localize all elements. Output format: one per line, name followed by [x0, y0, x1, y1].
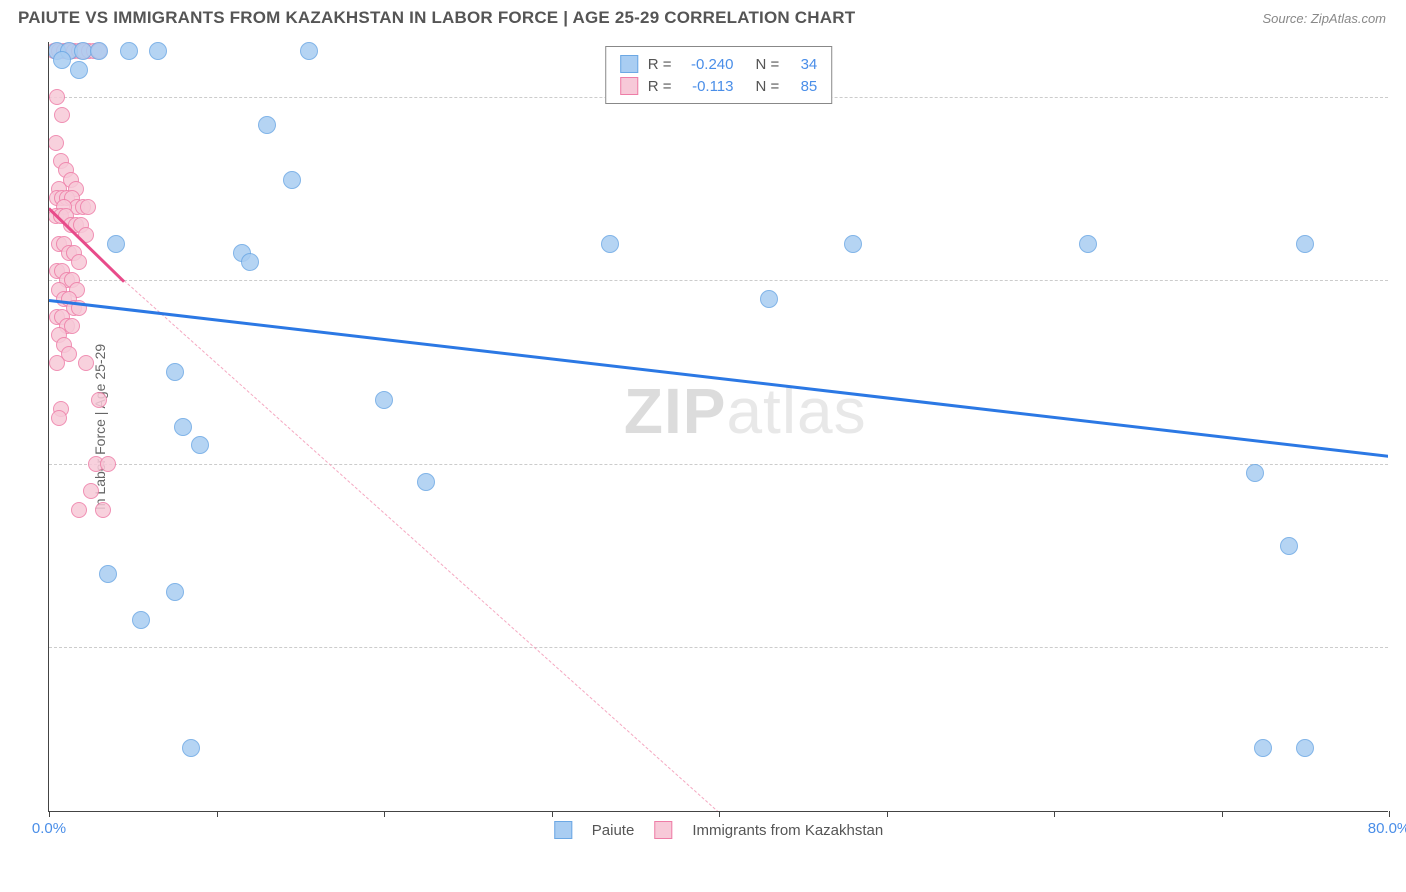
legend-label: Immigrants from Kazakhstan: [692, 822, 883, 839]
gridline: [49, 464, 1388, 465]
n-value: 85: [789, 78, 817, 95]
x-tick: [887, 811, 888, 817]
legend-label: Paiute: [592, 822, 635, 839]
data-point: [182, 739, 200, 757]
data-point: [258, 116, 276, 134]
data-point: [95, 502, 111, 518]
data-point: [71, 502, 87, 518]
data-point: [78, 355, 94, 371]
gridline: [49, 280, 1388, 281]
r-value: -0.113: [682, 78, 734, 95]
data-point: [132, 611, 150, 629]
data-point: [283, 171, 301, 189]
x-tick: [1054, 811, 1055, 817]
data-point: [64, 318, 80, 334]
stats-row: R = -0.113 N = 85: [620, 75, 818, 97]
gridline: [49, 647, 1388, 648]
data-point: [51, 410, 67, 426]
x-tick-label: 0.0%: [32, 820, 66, 837]
r-label: R =: [648, 56, 672, 73]
legend: Paiute Immigrants from Kazakhstan: [554, 821, 883, 839]
x-tick: [49, 811, 50, 817]
plot-area: ZIPatlas 40.0%60.0%80.0%100.0%: [49, 42, 1388, 811]
data-point: [149, 42, 167, 60]
data-point: [90, 42, 108, 60]
data-point: [166, 363, 184, 381]
legend-swatch: [554, 821, 572, 839]
data-point: [241, 253, 259, 271]
r-label: R =: [648, 78, 672, 95]
data-point: [417, 473, 435, 491]
trendline-extrapolation: [124, 280, 719, 811]
x-tick: [719, 811, 720, 817]
data-point: [70, 61, 88, 79]
x-tick-label: 80.0%: [1368, 820, 1406, 837]
data-point: [49, 135, 64, 151]
x-tick: [217, 811, 218, 817]
data-point: [300, 42, 318, 60]
data-point: [49, 355, 65, 371]
n-value: 34: [789, 56, 817, 73]
data-point: [99, 565, 117, 583]
data-point: [1280, 537, 1298, 555]
series-swatch: [620, 55, 638, 73]
data-point: [49, 89, 65, 105]
data-point: [174, 418, 192, 436]
data-point: [120, 42, 138, 60]
chart-title: PAIUTE VS IMMIGRANTS FROM KAZAKHSTAN IN …: [18, 8, 855, 28]
data-point: [1296, 235, 1314, 253]
x-tick: [1222, 811, 1223, 817]
data-point: [166, 583, 184, 601]
data-point: [1246, 464, 1264, 482]
data-point: [844, 235, 862, 253]
data-point: [100, 456, 116, 472]
x-tick: [1389, 811, 1390, 817]
data-point: [107, 235, 125, 253]
data-point: [375, 391, 393, 409]
x-tick: [552, 811, 553, 817]
data-point: [53, 51, 71, 69]
x-tick: [384, 811, 385, 817]
watermark: ZIPatlas: [624, 374, 867, 448]
trendline: [49, 299, 1388, 457]
legend-swatch: [654, 821, 672, 839]
stats-box: R = -0.240 N = 34 R = -0.113 N = 85: [605, 46, 833, 104]
stats-row: R = -0.240 N = 34: [620, 53, 818, 75]
data-point: [74, 42, 92, 60]
data-point: [54, 107, 70, 123]
data-point: [760, 290, 778, 308]
n-label: N =: [756, 56, 780, 73]
data-point: [1254, 739, 1272, 757]
r-value: -0.240: [682, 56, 734, 73]
chart-frame: In Labor Force | Age 25-29 ZIPatlas 40.0…: [48, 42, 1388, 812]
data-point: [71, 254, 87, 270]
data-point: [80, 199, 96, 215]
data-point: [1079, 235, 1097, 253]
n-label: N =: [756, 78, 780, 95]
data-point: [1296, 739, 1314, 757]
data-point: [191, 436, 209, 454]
chart-source: Source: ZipAtlas.com: [1262, 11, 1386, 26]
data-point: [91, 392, 107, 408]
data-point: [601, 235, 619, 253]
data-point: [83, 483, 99, 499]
series-swatch: [620, 77, 638, 95]
